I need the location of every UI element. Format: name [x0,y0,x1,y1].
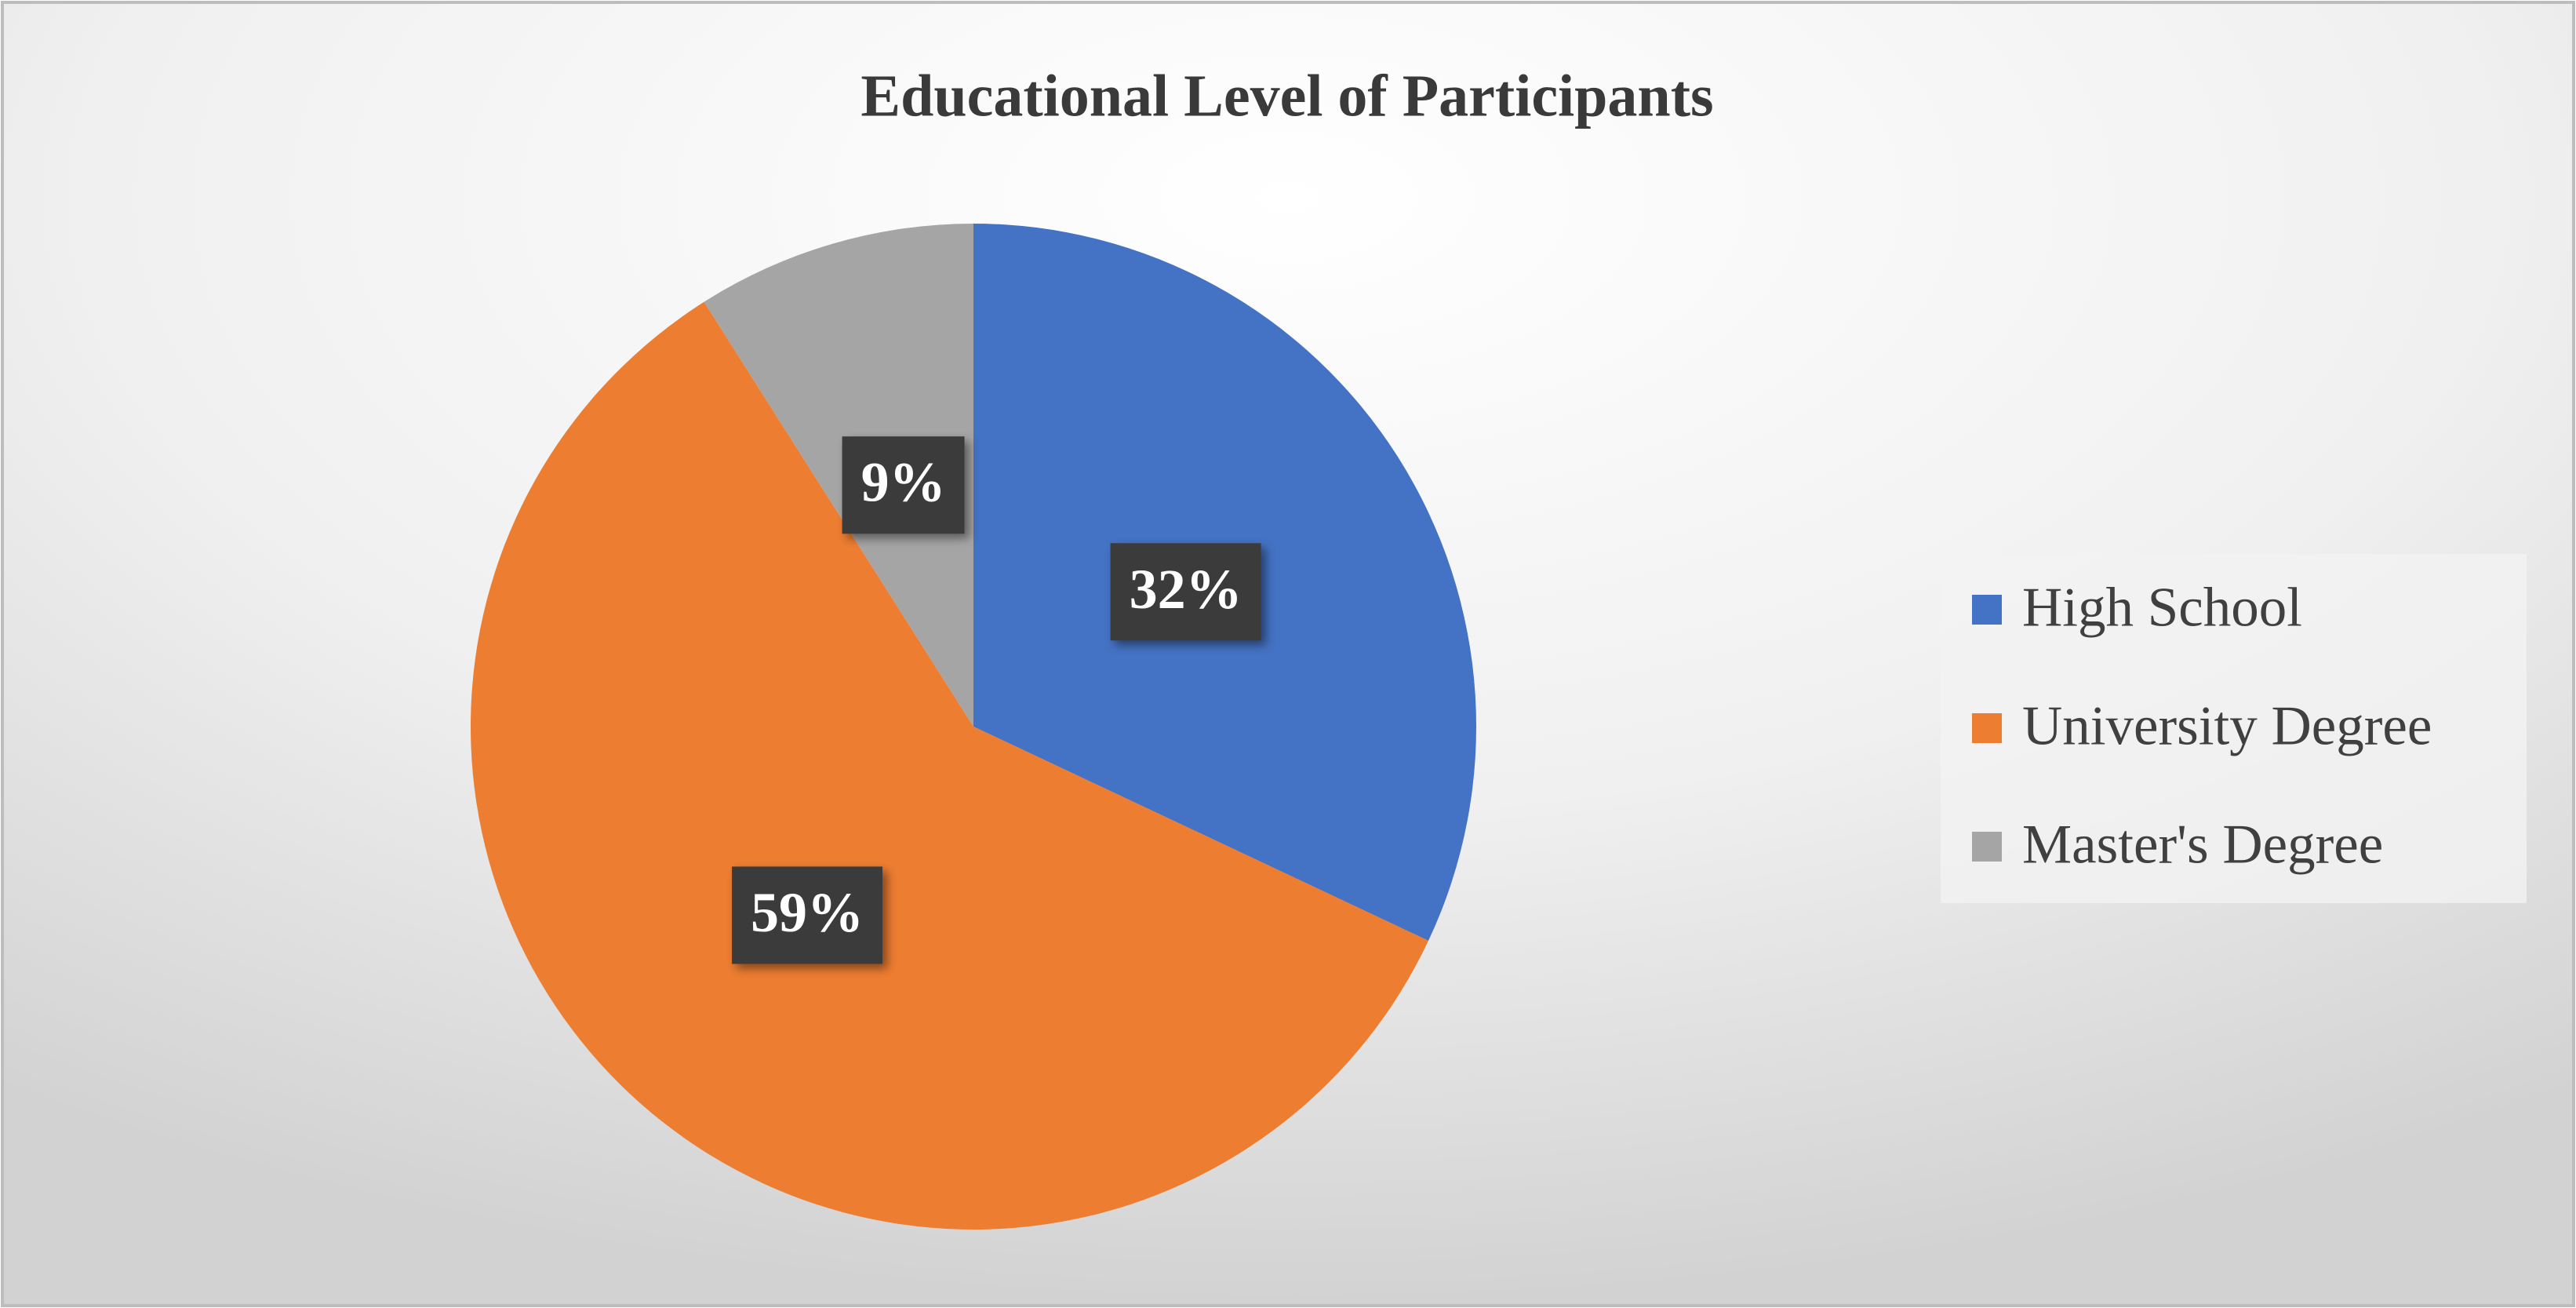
legend-marker [1972,832,2002,862]
legend-marker [1972,595,2002,625]
data-label-box [732,866,883,964]
legend-label: High School [2022,577,2302,638]
data-label-group: 59% [732,866,883,964]
legend-marker [1972,713,2002,743]
data-label: 32% [1130,558,1243,621]
data-label-box [842,436,965,534]
legend-box [1941,554,2527,903]
data-label: 59% [751,881,864,944]
legend: High School University Degree Master's Deg… [1941,554,2527,903]
data-label-group: 9% [842,436,965,534]
data-label-group: 32% [1110,543,1261,641]
pie-slice [704,224,973,727]
data-label: 9% [861,451,946,514]
chart-title: Educational Level of Participants [860,63,1713,129]
data-label-box [1110,543,1261,641]
pie-slice [470,301,1428,1230]
legend-label: Master's Degree [2022,814,2383,875]
legend-label: University Degree [2022,695,2432,756]
